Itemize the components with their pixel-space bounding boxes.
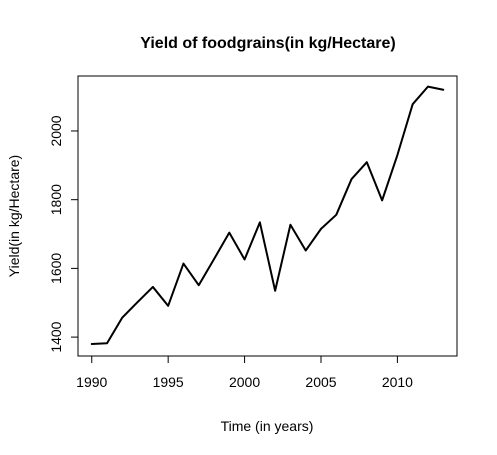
x-tick-label: 2010 xyxy=(382,374,413,390)
chart-title: Yield of foodgrains(in kg/Hectare) xyxy=(140,35,395,52)
series-layer xyxy=(90,85,445,345)
x-axis-ticks: 1990 1995 2000 2005 2010 xyxy=(76,356,413,390)
x-tick-label: 1990 xyxy=(76,374,107,390)
x-axis-label: Time (in years) xyxy=(221,418,314,434)
y-tick-label: 1600 xyxy=(48,253,64,284)
y-tick-label: 1400 xyxy=(48,321,64,352)
x-tick-label: 2000 xyxy=(229,374,260,390)
series-line xyxy=(90,85,445,345)
x-tick-label: 2005 xyxy=(305,374,336,390)
plot-frame xyxy=(77,75,458,357)
y-tick-label: 1800 xyxy=(48,184,64,215)
y-tick-label: 2000 xyxy=(48,115,64,146)
y-axis-ticks: 1400 1600 1800 2000 xyxy=(48,115,78,353)
y-axis-label: Yield(in kg/Hectare) xyxy=(6,155,22,277)
x-tick-label: 1995 xyxy=(153,374,184,390)
